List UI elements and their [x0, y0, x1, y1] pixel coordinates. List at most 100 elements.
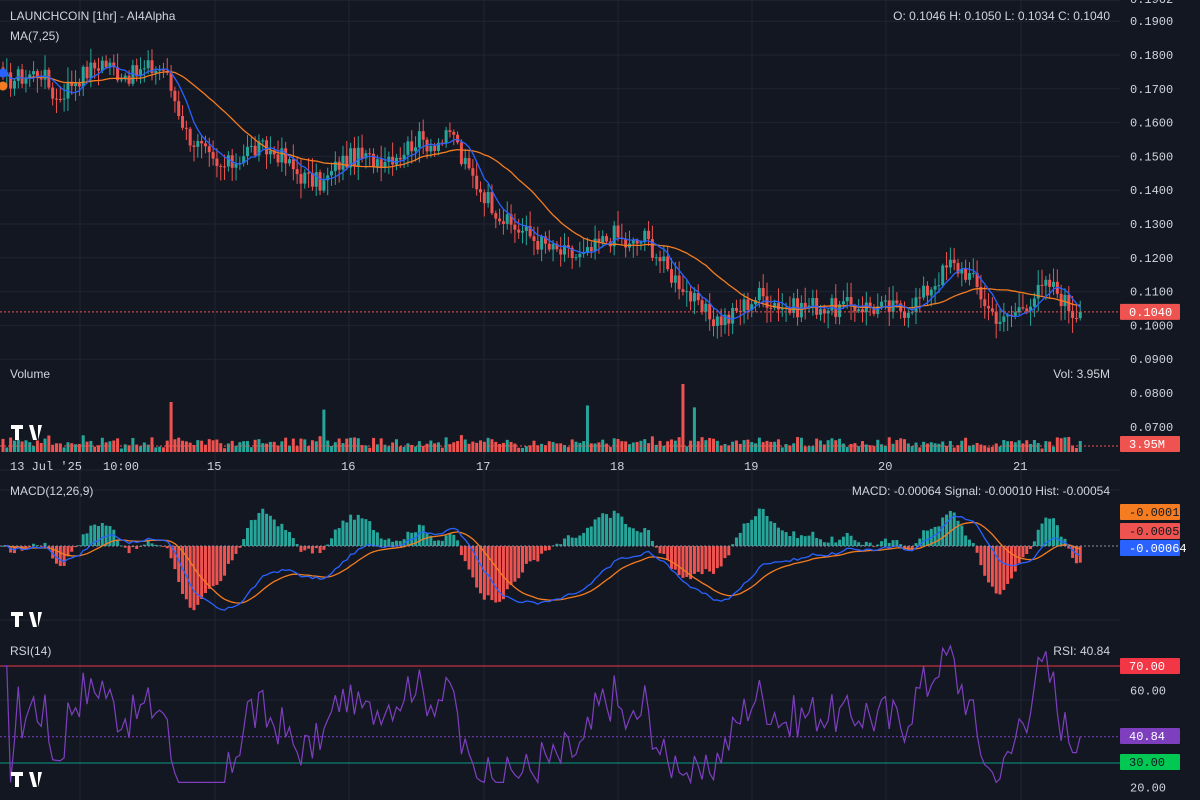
candle-body — [994, 311, 998, 324]
candle-body — [226, 155, 230, 167]
volume-bar — [746, 439, 750, 452]
candle-body — [903, 311, 907, 318]
macd-histogram-bar — [780, 530, 784, 546]
price-axis: 0.1962 0.1900 0.1800 0.1700 0.1600 0.1500 0.14… — [1130, 0, 1173, 795]
macd-histogram-bar — [773, 522, 777, 546]
time-tick-label: 13 Jul '25 — [10, 460, 82, 474]
volume-bar — [853, 443, 857, 452]
volume-bar — [352, 437, 356, 452]
macd-histogram-bar — [543, 546, 547, 551]
volume-bar — [918, 447, 922, 452]
volume-bar — [444, 437, 448, 452]
volume-bar — [9, 437, 13, 452]
price-tick-label: 0.0700 — [1130, 421, 1173, 435]
candle-body — [956, 263, 960, 274]
macd-histogram-bar — [853, 540, 857, 546]
macd-histogram-bar — [803, 536, 807, 546]
volume-bar — [987, 447, 991, 452]
macd-line — [2, 515, 1081, 611]
macd-histogram-bar — [857, 542, 861, 546]
macd-histogram-bar — [945, 514, 949, 546]
volume-bar — [670, 439, 673, 452]
candle-body — [635, 240, 639, 244]
candle-body — [89, 62, 93, 79]
macd-histogram-bar — [62, 546, 66, 566]
volume-bar — [261, 443, 265, 452]
volume-bar — [815, 438, 819, 452]
macd-histogram-bar — [203, 546, 207, 594]
macd-histogram-bar — [161, 546, 165, 547]
volume-bar — [440, 447, 444, 452]
volume-bar — [203, 444, 207, 452]
volume-bar — [521, 447, 525, 452]
volume-bar — [54, 443, 58, 452]
candle-body — [333, 161, 337, 172]
volume-bar — [559, 443, 563, 452]
volume-bar — [925, 443, 929, 452]
ma7-marker — [0, 68, 8, 78]
macd-histogram-bar — [1, 546, 5, 547]
candle-body — [1017, 307, 1021, 313]
candle-body — [532, 236, 536, 241]
volume-bar — [647, 443, 651, 452]
macd-histogram-bar — [150, 543, 154, 546]
time-tick-label: 20 — [878, 460, 892, 474]
candle-body — [574, 257, 578, 259]
volume-bar — [773, 441, 777, 452]
chart-title: LAUNCHCOIN [1hr] - AI4Alpha — [10, 9, 176, 23]
macd-histogram-bar — [43, 542, 47, 546]
candle-body — [39, 78, 43, 80]
candle-body — [379, 159, 383, 168]
macd-histogram-bar — [436, 540, 440, 546]
macd-histogram-bar — [54, 546, 58, 564]
macd-histogram-bar — [295, 544, 299, 546]
candle-body — [184, 127, 188, 129]
macd-histogram-bar — [891, 540, 895, 546]
macd-histogram-bar — [799, 535, 803, 546]
volume-bar — [719, 445, 723, 452]
candle-body — [723, 314, 727, 326]
candle-body — [941, 265, 945, 286]
macd-histogram-bar — [570, 537, 574, 546]
volume-bar — [662, 445, 666, 452]
candle-body — [979, 287, 983, 300]
macd-histogram-bar — [815, 537, 819, 546]
volume-bar — [43, 438, 47, 452]
candle-body — [845, 297, 849, 302]
macd-histogram-bar — [849, 535, 853, 546]
macd-histogram-bar — [761, 508, 765, 546]
macd-histogram-bar — [200, 546, 204, 599]
macd-histogram-bar — [337, 528, 341, 546]
macd-histogram-bar — [589, 526, 593, 546]
macd-histogram-bar — [310, 546, 314, 554]
volume-bar — [803, 446, 807, 452]
macd-histogram-bar — [51, 546, 55, 559]
candle-body — [933, 286, 937, 290]
volume-bar — [585, 405, 589, 452]
candle-body — [272, 150, 276, 155]
volume-bar — [154, 447, 158, 452]
volume-bar — [314, 441, 318, 452]
volume-bar — [330, 445, 334, 452]
volume-bar — [402, 446, 406, 452]
candle-body — [62, 98, 66, 100]
macd-histogram-bar — [524, 546, 528, 564]
volume-bar — [650, 436, 654, 452]
volume-bar — [89, 440, 93, 452]
volume-bar — [731, 441, 735, 452]
candle-body — [524, 226, 528, 231]
macd-histogram-bar — [479, 546, 482, 594]
candle-body — [528, 226, 532, 237]
macd-histogram-bar — [582, 532, 586, 546]
volume-bar — [994, 443, 998, 452]
candle-body — [585, 247, 589, 253]
candle-body — [97, 68, 100, 71]
macd-histogram-bar — [486, 546, 490, 596]
candle-body — [9, 72, 13, 89]
candle-body — [108, 62, 112, 68]
macd-histogram-bar — [769, 521, 773, 546]
volume-bar — [776, 439, 780, 452]
candle-body — [624, 238, 628, 248]
volume-bar — [429, 440, 433, 452]
